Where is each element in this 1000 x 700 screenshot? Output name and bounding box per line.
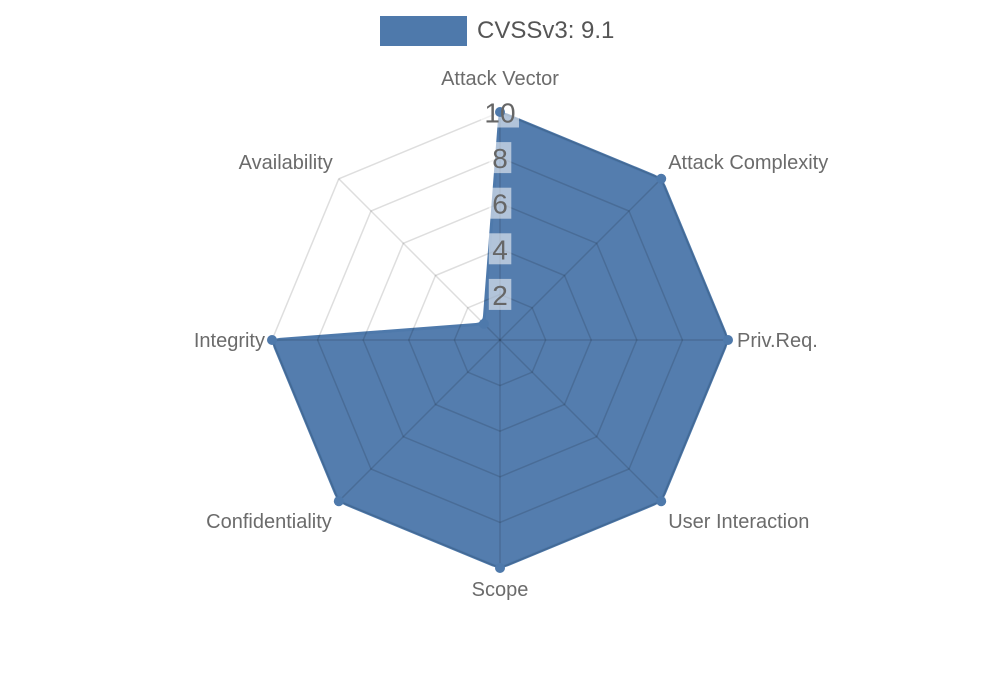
axis-label-confidentiality: Confidentiality (206, 511, 332, 533)
data-point-availability[interactable] (478, 318, 489, 329)
grid-ring-6 (362, 202, 638, 478)
tick-label-2: 2 (492, 280, 508, 311)
tick-label-box-8 (488, 142, 512, 174)
axis-label-availability: Availability (239, 152, 333, 174)
tick-label-10: 10 (484, 98, 515, 129)
tick-label-8: 8 (492, 143, 508, 174)
data-point-scope[interactable] (495, 563, 505, 573)
grid-ring-4 (407, 247, 593, 433)
tick-label-box-6 (488, 187, 512, 219)
axis-label-integrity: Integrity (194, 330, 265, 352)
axis-label-attack-complexity: Attack Complexity (668, 152, 828, 174)
data-point-attack-vector[interactable] (495, 107, 505, 117)
data-point-user-interaction[interactable] (656, 496, 667, 507)
tick-label-4: 4 (492, 234, 508, 265)
grid-ring-8 (316, 156, 684, 524)
data-point-confidentiality[interactable] (333, 496, 344, 507)
axis-spoke-availability (338, 178, 501, 341)
legend[interactable]: CVSSv3: 9.1 (380, 16, 614, 46)
data-point-integrity[interactable] (267, 335, 277, 345)
axis-label-scope: Scope (472, 579, 529, 601)
data-point-attack-complexity[interactable] (656, 173, 667, 184)
data-point-priv-req[interactable] (723, 335, 733, 345)
tick-label-box-4 (488, 233, 512, 265)
legend-label: CVSSv3: 9.1 (477, 17, 615, 44)
tick-label-6: 6 (492, 189, 508, 220)
grid-ring-2 (453, 293, 547, 387)
axis-label-priv-req: Priv.Req. (737, 330, 818, 352)
legend-swatch[interactable] (380, 16, 467, 46)
axis-spoke-user-interaction (499, 339, 662, 502)
axis-label-user-interaction: User Interaction (668, 511, 809, 533)
axis-label-attack-vector: Attack Vector (441, 68, 559, 90)
axis-spoke-confidentiality (338, 339, 501, 502)
axis-spoke-attack-complexity (499, 178, 662, 341)
tick-label-box-2 (488, 278, 512, 310)
